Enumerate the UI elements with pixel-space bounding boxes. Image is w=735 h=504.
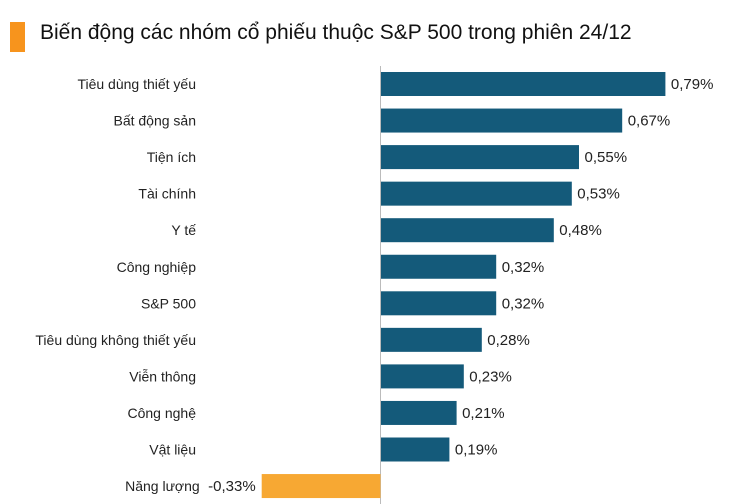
bar-2 — [381, 145, 579, 170]
bar-1 — [381, 108, 623, 133]
category-label-3: Tài chính — [138, 186, 196, 202]
bar-10 — [381, 437, 450, 462]
category-label-11: Năng lượng — [125, 478, 200, 494]
title-accent-bar — [10, 22, 25, 52]
value-label-2: 0,55% — [585, 149, 628, 166]
value-label-11: -0,33% — [208, 478, 256, 495]
bar-4 — [381, 218, 554, 243]
value-label-9: 0,21% — [462, 405, 505, 422]
bar-9 — [381, 400, 457, 425]
value-label-6: 0,32% — [502, 295, 545, 312]
category-label-5: Công nghiệp — [117, 259, 197, 275]
category-label-7: Tiêu dùng không thiết yếu — [35, 332, 196, 348]
category-label-2: Tiện ích — [147, 149, 196, 165]
category-label-4: Y tế — [171, 222, 196, 238]
value-label-0: 0,79% — [671, 76, 714, 93]
bar-7 — [381, 327, 482, 352]
category-label-10: Vật liệu — [149, 442, 196, 458]
category-label-1: Bất động sản — [113, 113, 196, 129]
category-label-9: Công nghệ — [127, 405, 196, 421]
category-label-8: Viễn thông — [129, 368, 196, 384]
value-label-5: 0,32% — [502, 259, 545, 276]
value-label-8: 0,23% — [469, 368, 512, 385]
value-label-3: 0,53% — [577, 186, 620, 203]
bar-0 — [381, 72, 666, 96]
bars-group: 0,79% Tiêu dùng thiết yếu 0,67% Bất động sả… — [35, 72, 714, 499]
bar-5 — [381, 254, 497, 279]
bar-8 — [381, 364, 464, 389]
value-label-10: 0,19% — [455, 442, 498, 459]
category-label-0: Tiêu dùng thiết yếu — [77, 76, 196, 92]
bar-3 — [381, 181, 572, 206]
value-label-4: 0,48% — [559, 222, 602, 239]
chart-title: Biến động các nhóm cổ phiếu thuộc S&P 50… — [40, 21, 632, 44]
value-label-7: 0,28% — [487, 332, 530, 349]
category-label-6: S&P 500 — [141, 295, 196, 311]
value-label-1: 0,67% — [628, 113, 671, 130]
bar-11 — [261, 474, 381, 499]
bar-6 — [381, 291, 497, 316]
